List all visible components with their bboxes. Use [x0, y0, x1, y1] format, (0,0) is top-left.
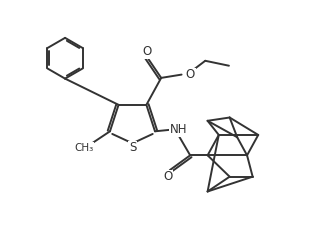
- Text: O: O: [143, 45, 152, 59]
- Text: NH: NH: [170, 123, 187, 136]
- Text: S: S: [129, 141, 136, 154]
- Text: O: O: [186, 68, 195, 81]
- Text: O: O: [164, 170, 173, 183]
- Text: CH₃: CH₃: [74, 143, 93, 153]
